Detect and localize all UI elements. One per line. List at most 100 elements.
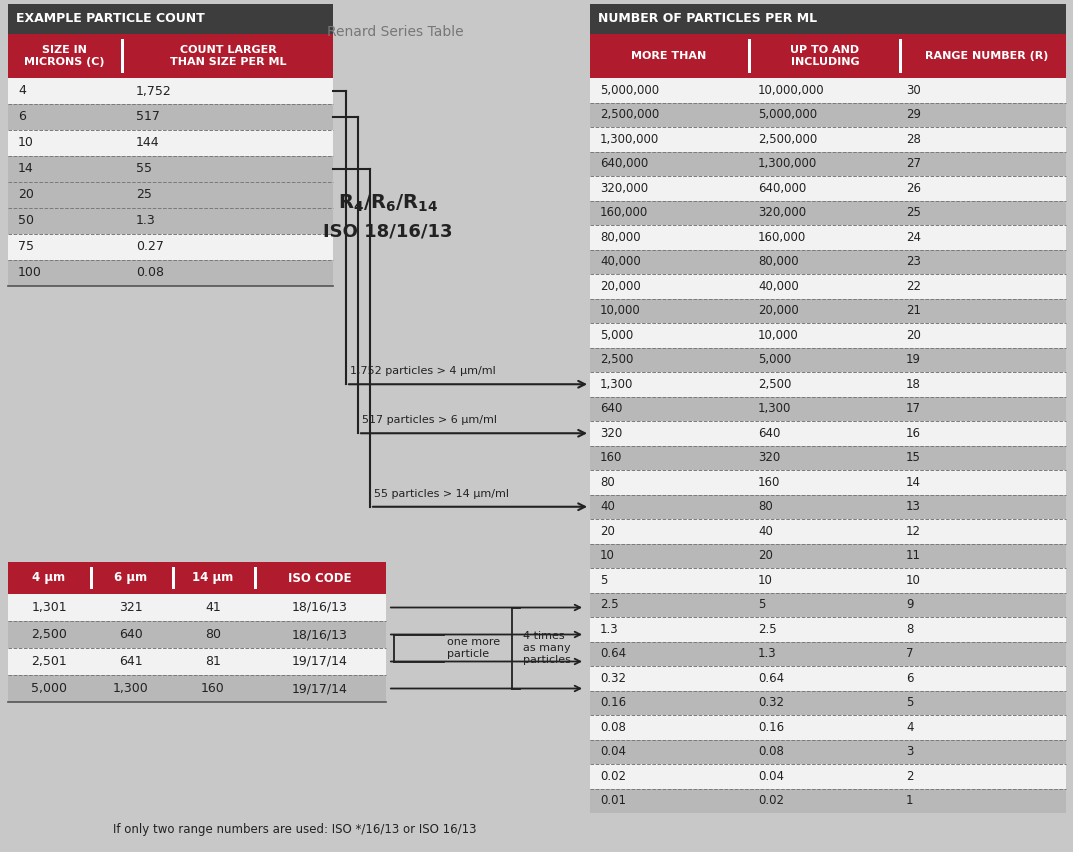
Text: 1.3: 1.3 <box>136 215 156 227</box>
Text: 10: 10 <box>906 573 921 587</box>
Bar <box>8 156 333 182</box>
Text: 19: 19 <box>906 354 921 366</box>
Text: 5,000,000: 5,000,000 <box>600 83 659 97</box>
Text: 12: 12 <box>906 525 921 538</box>
Bar <box>590 544 1065 568</box>
Text: 25: 25 <box>906 206 921 219</box>
Text: NUMBER OF PARTICLES PER ML: NUMBER OF PARTICLES PER ML <box>598 13 818 26</box>
Text: 320: 320 <box>758 452 780 464</box>
Bar <box>8 78 333 104</box>
Text: 0.64: 0.64 <box>600 648 627 660</box>
Bar <box>590 519 1065 544</box>
Text: 0.02: 0.02 <box>600 769 626 783</box>
Text: 0.64: 0.64 <box>758 671 784 685</box>
Text: 27: 27 <box>906 158 921 170</box>
Text: 0.27: 0.27 <box>136 240 164 254</box>
Bar <box>8 182 333 208</box>
Bar <box>8 562 386 594</box>
Text: 2,500: 2,500 <box>758 377 792 391</box>
Text: 0.04: 0.04 <box>600 746 626 758</box>
Bar <box>172 567 175 589</box>
Text: 1,300: 1,300 <box>113 682 149 695</box>
Text: 21: 21 <box>906 304 921 317</box>
Bar <box>590 298 1065 323</box>
Bar <box>90 567 93 589</box>
Bar <box>590 568 1065 592</box>
Text: 1,752: 1,752 <box>136 84 172 97</box>
Text: 2,500,000: 2,500,000 <box>758 133 818 146</box>
Bar <box>8 34 333 78</box>
Text: 5,000,000: 5,000,000 <box>758 108 818 121</box>
Bar <box>590 348 1065 372</box>
Text: 10,000: 10,000 <box>758 329 798 342</box>
Text: 14: 14 <box>18 163 33 176</box>
Bar <box>590 666 1065 690</box>
Text: UP TO AND
INCLUDING: UP TO AND INCLUDING <box>791 45 859 66</box>
Bar <box>8 208 333 234</box>
Text: 320: 320 <box>600 427 622 440</box>
Text: 4: 4 <box>18 84 26 97</box>
Text: 50: 50 <box>18 215 34 227</box>
Text: 1.3: 1.3 <box>600 623 619 636</box>
Text: 2.5: 2.5 <box>758 623 777 636</box>
Text: 26: 26 <box>906 181 921 195</box>
Text: 14: 14 <box>906 475 921 489</box>
Bar <box>8 4 333 34</box>
Bar <box>590 372 1065 396</box>
Text: 20: 20 <box>758 550 773 562</box>
Bar <box>8 594 386 621</box>
Bar <box>590 225 1065 250</box>
Text: 1,301: 1,301 <box>31 601 67 614</box>
Text: 5,000: 5,000 <box>758 354 791 366</box>
Text: 640: 640 <box>119 628 143 641</box>
Bar <box>590 642 1065 666</box>
Text: 640: 640 <box>600 402 622 415</box>
Text: 0.32: 0.32 <box>758 696 784 709</box>
Bar <box>590 396 1065 421</box>
Text: 0.02: 0.02 <box>758 794 784 807</box>
Text: 517: 517 <box>136 111 160 124</box>
Bar <box>8 130 333 156</box>
Text: 23: 23 <box>906 256 921 268</box>
Text: 321: 321 <box>119 601 143 614</box>
Text: 0.16: 0.16 <box>758 721 784 734</box>
Bar <box>8 621 386 648</box>
Text: 13: 13 <box>906 500 921 513</box>
Text: 160: 160 <box>600 452 622 464</box>
Text: 80,000: 80,000 <box>600 231 641 244</box>
Text: 1.3: 1.3 <box>758 648 777 660</box>
Text: RANGE NUMBER (R): RANGE NUMBER (R) <box>925 51 1048 61</box>
Text: 5: 5 <box>906 696 913 709</box>
Text: 160: 160 <box>201 682 225 695</box>
Text: MORE THAN: MORE THAN <box>631 51 707 61</box>
Bar <box>590 470 1065 494</box>
Text: 0.16: 0.16 <box>600 696 627 709</box>
Bar <box>590 34 1065 78</box>
Text: 2.5: 2.5 <box>600 598 619 611</box>
Bar <box>590 102 1065 127</box>
Bar <box>590 127 1065 152</box>
Text: 640: 640 <box>758 427 780 440</box>
Text: 160,000: 160,000 <box>758 231 806 244</box>
Bar <box>590 446 1065 470</box>
Text: 20: 20 <box>906 329 921 342</box>
Bar <box>590 200 1065 225</box>
Text: 10,000,000: 10,000,000 <box>758 83 825 97</box>
Text: 10,000: 10,000 <box>600 304 641 317</box>
Text: 160: 160 <box>758 475 780 489</box>
Text: 0.08: 0.08 <box>758 746 784 758</box>
Text: 80,000: 80,000 <box>758 256 798 268</box>
Text: 55: 55 <box>136 163 152 176</box>
Text: 641: 641 <box>119 655 143 668</box>
Text: 6: 6 <box>906 671 913 685</box>
Text: 1,300,000: 1,300,000 <box>758 158 818 170</box>
Text: 144: 144 <box>136 136 160 149</box>
Text: 20: 20 <box>18 188 34 202</box>
Text: 10: 10 <box>758 573 773 587</box>
Bar <box>8 260 333 286</box>
Text: Renard Series Table: Renard Series Table <box>326 25 464 39</box>
Text: one more
particle: one more particle <box>447 637 500 659</box>
Text: $\mathbf{R_4}$$\mathbf{/R_6/R_{14}}$: $\mathbf{R_4}$$\mathbf{/R_6/R_{14}}$ <box>338 193 438 214</box>
Text: 2,500,000: 2,500,000 <box>600 108 659 121</box>
Text: 19/17/14: 19/17/14 <box>292 682 348 695</box>
